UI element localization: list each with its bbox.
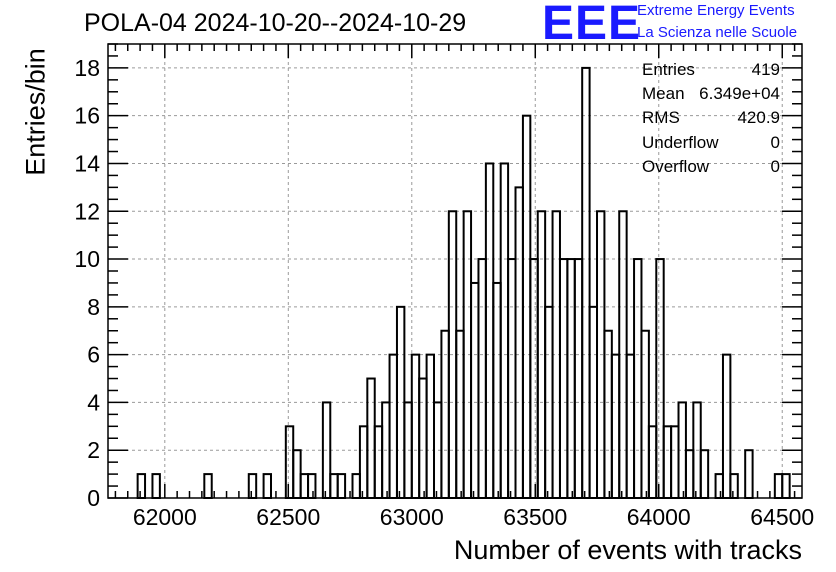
histogram-bar [684,449,695,500]
histogram-bar [529,258,539,500]
histogram-bar [662,425,673,500]
stat-name: Mean [642,84,685,104]
histogram-bar [358,425,369,500]
x-tick-label: 63000 [380,504,444,530]
histogram-bar [492,281,502,499]
histogram-bar [425,353,436,500]
histogram-bar [581,66,591,499]
x-axis-label: Number of events with tracks [453,535,802,565]
stat-row-rms: RMS 420.9 [642,108,780,132]
histogram-bar [136,473,147,499]
y-tick-label: 14 [74,150,100,176]
y-tick-label: 0 [87,485,100,511]
histogram-bar [455,329,465,499]
histogram-bar [699,449,710,500]
stat-value: 420.9 [737,108,780,128]
histogram-bar [440,329,450,499]
y-tick-label: 10 [74,246,100,272]
histogram-bar [366,377,376,499]
histogram-bar [507,258,517,500]
histogram-bar [633,258,643,500]
y-tick-label: 4 [87,389,100,415]
stat-value: 419 [751,60,780,79]
histogram-bar [573,258,584,500]
x-tick-label: 64000 [627,504,691,530]
histogram-bar [558,258,569,500]
histogram-bar [477,258,487,500]
histogram-bar [329,473,339,499]
x-tick-label: 62000 [133,504,197,530]
histogram-bar [292,449,302,500]
histogram-bar [670,425,680,500]
histogram-bar [744,449,754,500]
histogram-bar [470,281,480,499]
stat-row-mean: Mean 6.349e+04 [642,84,780,108]
x-tick-label: 63500 [503,504,567,530]
stats-box: Entries 419 Mean 6.349e+04 RMS 420.9 Und… [642,60,780,181]
x-tick-label: 64500 [750,504,814,530]
axes [107,43,803,499]
logo-subtitle-1: Extreme Energy Events [637,2,795,19]
histogram-bar [247,473,258,499]
y-tick-label: 6 [87,342,100,368]
stat-name: RMS [642,108,680,128]
stat-name: Underflow [642,132,719,152]
histogram-bar [610,353,621,500]
stat-row-underflow: Underflow 0 [642,133,780,157]
histogram-bar [514,186,524,500]
stat-value: 0 [770,132,780,152]
histogram-bar [307,473,317,499]
y-tick-label: 18 [74,55,100,81]
histogram-bar [647,425,658,500]
x-tick-label: 62500 [256,504,320,530]
y-tick-label: 12 [74,198,100,224]
eee-logo: EEE [542,0,642,50]
y-axis-label: Entries/bin [20,48,51,176]
plot-title: POLA-04 2024-10-20--2024-10-29 [84,9,467,37]
histogram-bar [566,258,576,500]
y-tick-label: 16 [74,103,100,129]
histogram-bar [410,353,421,500]
histogram-bar [203,473,213,499]
logo-subtitle-2: La Scienza nelle Scuole [637,24,798,41]
stat-value: 0 [770,156,780,176]
histogram-bar [262,473,273,499]
histogram-bar [299,473,310,499]
histogram-bar [714,473,724,499]
histogram-bar [773,473,784,499]
histogram-bar [284,425,295,500]
y-tick-label: 2 [87,437,100,463]
histogram-bar [603,329,613,499]
histogram-bar [336,473,347,499]
histogram-bar [484,162,495,499]
histogram-bar [781,473,791,499]
stat-name: Overflow [642,156,710,176]
histogram-bar [640,329,650,499]
stat-name: Entries [642,60,695,79]
stat-value: 6.349e+04 [699,84,780,104]
histogram-bar [351,473,361,499]
histogram-bar [655,258,665,500]
histogram-bar [373,425,384,500]
y-tick-label: 8 [87,294,100,320]
tick-labels: 0 2 4 6 8 10 12 14 16 18 62000 62500 63000 63500 64000… [74,55,814,530]
stat-row-overflow: Overflow 0 [642,157,780,181]
histogram-bar [418,377,428,499]
histogram-bar [151,473,161,499]
histogram-bar [625,353,636,500]
histogram-bar [499,162,510,499]
stat-row-entries: Entries 419 [642,60,780,84]
histogram-bar [721,353,732,500]
histogram-bar [729,473,739,499]
histogram-bar [388,353,398,500]
